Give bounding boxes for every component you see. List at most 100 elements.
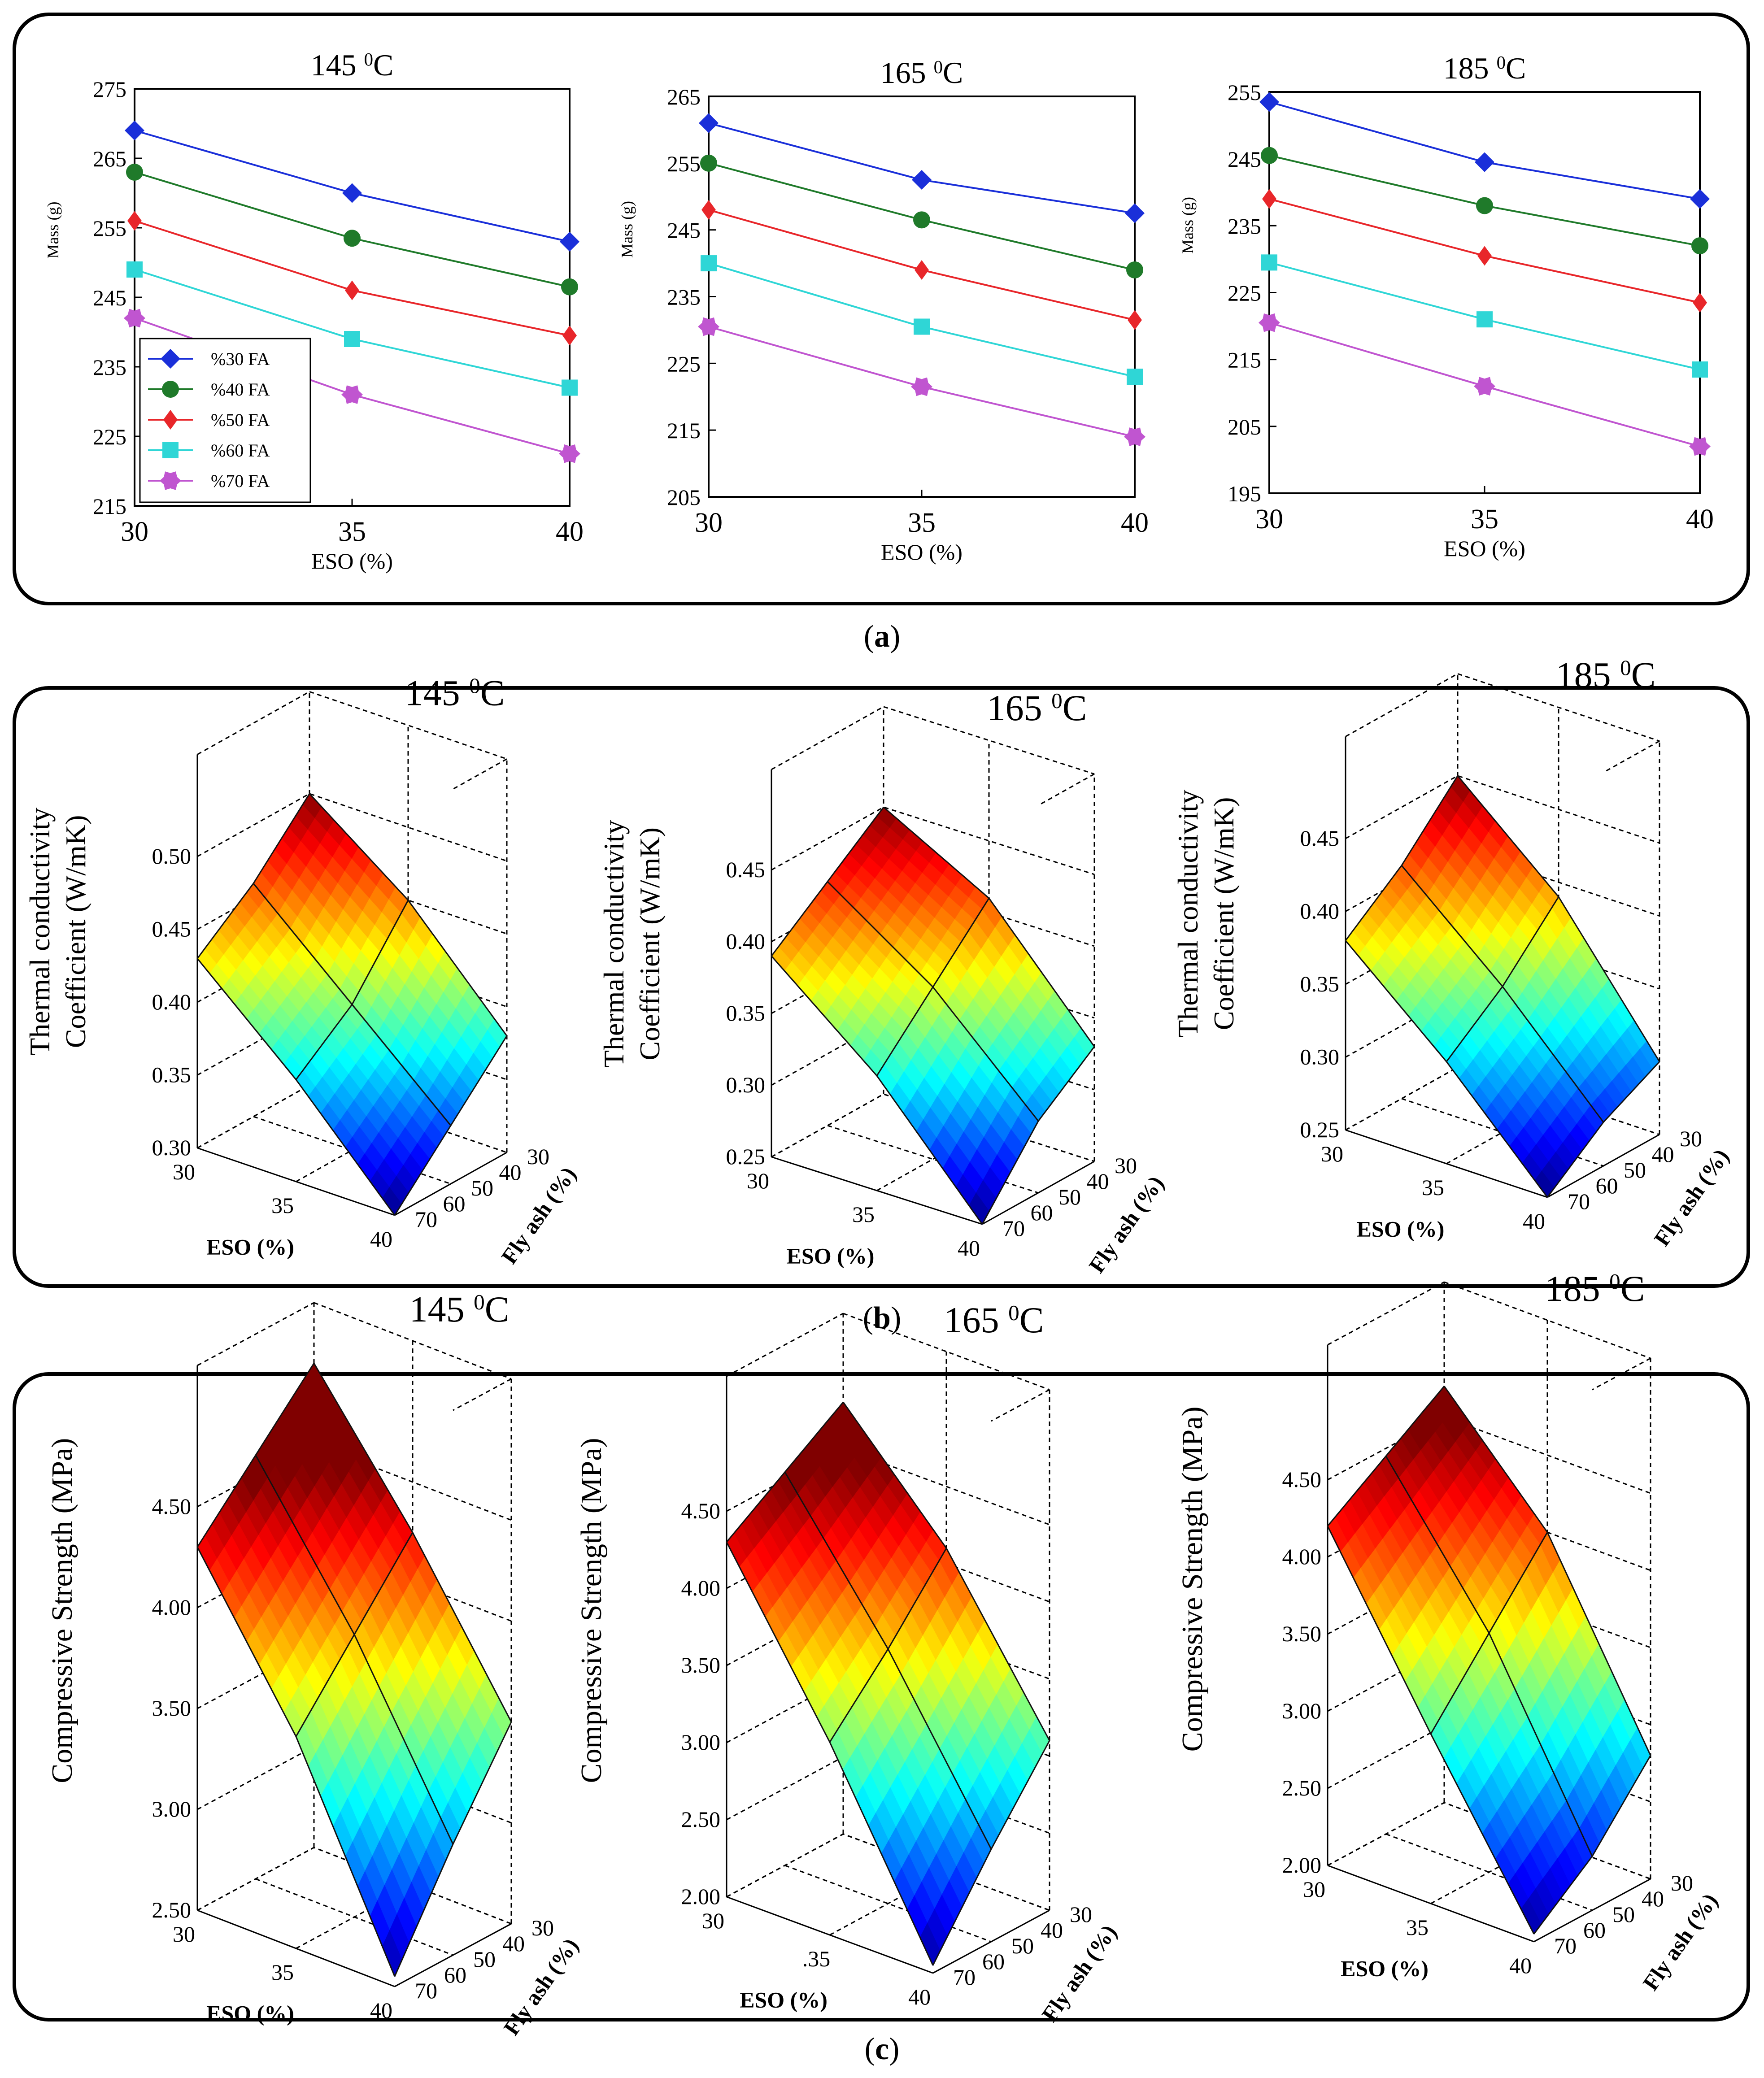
grid-line bbox=[991, 1389, 1050, 1422]
z-axis-label-2: Coefficient (W/mK) bbox=[634, 827, 666, 1061]
series-marker bbox=[559, 444, 580, 463]
series-marker bbox=[341, 385, 363, 404]
series-marker bbox=[342, 183, 362, 203]
z-tick-label: 2.50 bbox=[152, 1897, 192, 1922]
x-axis-line bbox=[771, 1156, 983, 1225]
z-axis-label-2: Coefficient (W/mK) bbox=[1208, 797, 1240, 1030]
series-marker bbox=[1692, 361, 1708, 378]
series-marker bbox=[911, 377, 932, 396]
grid-line bbox=[197, 1302, 314, 1366]
caption-a: (a) bbox=[863, 619, 901, 654]
y-tick-label: 50 bbox=[473, 1947, 496, 1972]
series-marker bbox=[560, 232, 579, 252]
y-tick-label: 265 bbox=[93, 146, 126, 171]
series-marker bbox=[1261, 254, 1277, 271]
surface-mesh-line bbox=[196, 958, 396, 1216]
y-tick-label: 245 bbox=[93, 285, 126, 310]
x-tick-label: 35 bbox=[908, 508, 936, 538]
legend-label: %40 FA bbox=[211, 379, 270, 400]
series-marker bbox=[163, 410, 178, 430]
y-axis-label: Mass (g) bbox=[44, 202, 62, 259]
series-marker bbox=[1124, 427, 1146, 446]
series-marker bbox=[1261, 147, 1278, 164]
x-tick-label: 35 bbox=[1406, 1915, 1429, 1940]
surface-chart-cs-165: 2.00 2.50 3.00 3.50 4.00 4.50 30 .35 40 30 40 50607… bbox=[575, 1300, 1122, 2026]
grid-line bbox=[450, 758, 507, 791]
y-tick-label: 215 bbox=[93, 494, 126, 519]
z-tick-label: 3.00 bbox=[1282, 1698, 1322, 1723]
y-tick-label: 30 bbox=[527, 1144, 549, 1169]
series-marker bbox=[344, 331, 360, 347]
series-marker bbox=[1259, 313, 1280, 332]
z-tick-label: 0.40 bbox=[1300, 899, 1340, 924]
surface-mesh-line bbox=[1401, 865, 1604, 1123]
surface-mesh-line bbox=[313, 1363, 512, 1722]
x-axis-label: ESO (%) bbox=[740, 1987, 828, 2013]
z-tick-label: 3.50 bbox=[152, 1695, 192, 1721]
surface-mesh-line bbox=[1385, 1456, 1593, 1857]
y-tick-label: 255 bbox=[667, 151, 701, 176]
y-tick-label: 40 bbox=[502, 1931, 525, 1956]
chart-title: 185 0C bbox=[1556, 655, 1656, 696]
grid-line bbox=[726, 1833, 1050, 1911]
z-tick-label: 0.35 bbox=[152, 1062, 192, 1087]
x-tick-label: 40 bbox=[370, 1998, 392, 2023]
z-tick-label: 3.00 bbox=[681, 1730, 721, 1755]
grid-line bbox=[1444, 1281, 1651, 1359]
series-marker bbox=[562, 379, 578, 396]
x-tick-label: 35 bbox=[1471, 504, 1498, 535]
grid-line bbox=[1385, 1833, 1593, 1911]
z-tick-label: 0.35 bbox=[726, 1000, 766, 1026]
series-marker bbox=[1475, 152, 1494, 172]
surface-mesh-line bbox=[1457, 775, 1660, 1062]
surface-mesh-line bbox=[309, 793, 508, 1036]
plot-frame bbox=[1268, 91, 1701, 494]
chart-title: 145 0C bbox=[405, 673, 505, 713]
surface-mesh-line bbox=[784, 1472, 992, 1850]
y-tick-label: 40 bbox=[1041, 1917, 1063, 1943]
y-tick-label: 60 bbox=[444, 1962, 466, 1987]
grid-line bbox=[829, 1871, 947, 1936]
z-tick-label: 0.50 bbox=[152, 843, 192, 869]
x-axis-label: ESO (%) bbox=[881, 539, 963, 565]
surface-mesh-line bbox=[253, 883, 452, 1126]
y-tick-label: 30 bbox=[1680, 1126, 1702, 1151]
series-marker bbox=[1126, 261, 1143, 278]
x-axis-label: ESO (%) bbox=[1341, 1956, 1429, 1981]
y-tick-label: 215 bbox=[667, 418, 701, 443]
z-tick-label: 2.00 bbox=[1282, 1852, 1322, 1878]
grid-line bbox=[784, 1865, 992, 1943]
x-tick-label: 30 bbox=[1255, 504, 1283, 535]
x-axis-label: ESO (%) bbox=[1357, 1217, 1445, 1242]
chart-title: 165 0C bbox=[944, 1300, 1044, 1340]
z-tick-label: 2.50 bbox=[1282, 1775, 1322, 1800]
z-tick-label: 2.50 bbox=[681, 1807, 721, 1832]
x-tick-label: 35 bbox=[1422, 1175, 1444, 1200]
x-tick-label: 40 bbox=[370, 1226, 392, 1252]
y-tick-label: 70 bbox=[1568, 1189, 1590, 1214]
series-marker bbox=[1690, 189, 1710, 209]
y-tick-label: 275 bbox=[93, 77, 126, 102]
z-tick-label: 4.00 bbox=[152, 1595, 192, 1620]
y-tick-label: 60 bbox=[443, 1191, 466, 1216]
series-marker bbox=[1476, 197, 1493, 214]
y-tick-label: 195 bbox=[1228, 481, 1261, 506]
y-axis-label: Mass (g) bbox=[1179, 197, 1197, 254]
series-marker bbox=[126, 261, 143, 278]
line-chart-mass-165: 205 215 225 235 245 255 265 30 35 40 165 0C ESO (%)… bbox=[618, 56, 1149, 565]
y-tick-label: 235 bbox=[1228, 213, 1261, 239]
series-marker bbox=[1128, 310, 1142, 330]
grid-line bbox=[1345, 775, 1660, 844]
surface-mesh-line bbox=[883, 806, 1095, 1047]
series-marker bbox=[124, 309, 145, 328]
z-axis-label: Compressive Strength (MPa) bbox=[575, 1438, 608, 1783]
y-tick-label: 50 bbox=[1624, 1157, 1646, 1182]
z-tick-label: 2.00 bbox=[681, 1884, 721, 1909]
y-tick-label: 70 bbox=[1554, 1933, 1577, 1958]
series-marker bbox=[1262, 189, 1276, 209]
surface-mesh-line bbox=[1327, 1526, 1535, 1935]
grid-line bbox=[1038, 773, 1095, 806]
grid-line bbox=[197, 793, 507, 862]
legend-label: %50 FA bbox=[211, 410, 270, 430]
y-tick-label: 30 bbox=[531, 1915, 554, 1940]
